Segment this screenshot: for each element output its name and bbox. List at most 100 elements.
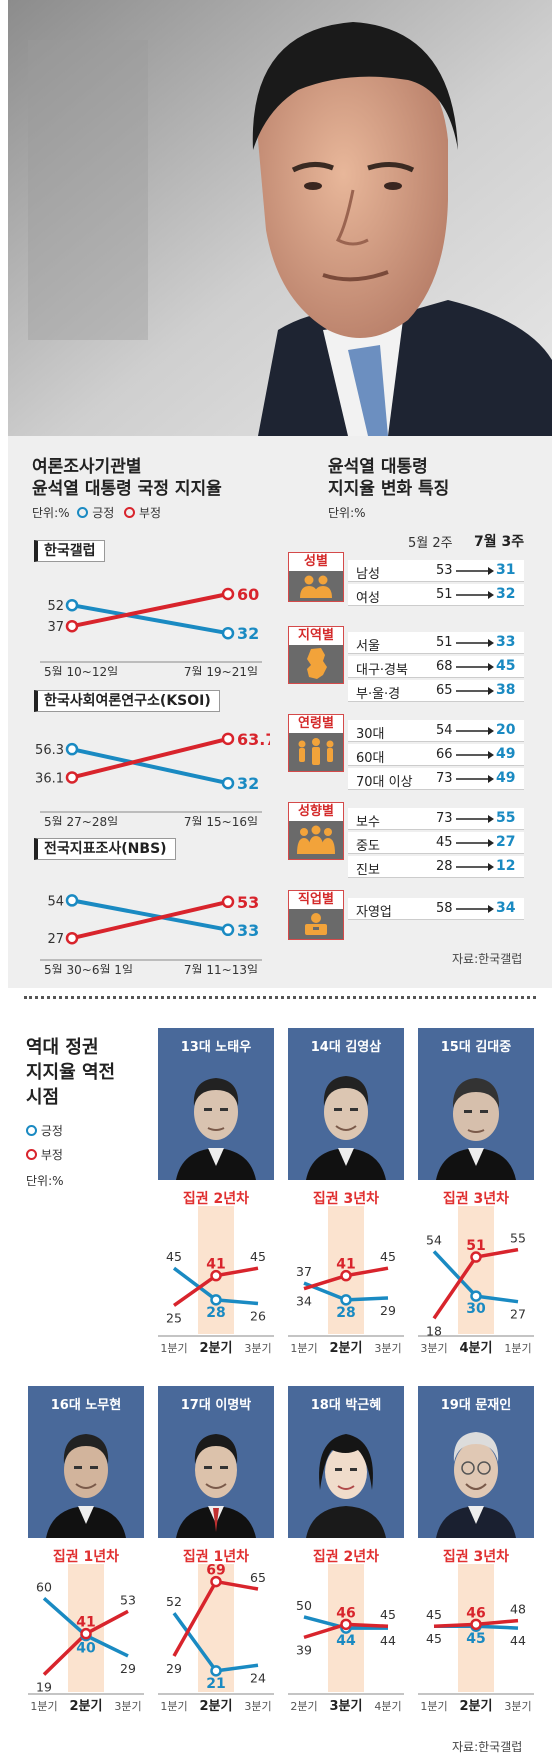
korea-map-icon (289, 645, 343, 683)
positive-value-label: 28 (336, 1305, 355, 1321)
highlight-band (458, 1206, 494, 1334)
x-tick-label: 3분기 (504, 1700, 531, 1713)
negative-series-line (71, 899, 229, 941)
row-label: 서울 (356, 639, 380, 654)
positive-value-label: 27 (510, 1307, 526, 1322)
arrow-icon (456, 687, 494, 695)
portrait-icon (436, 1078, 516, 1180)
year-label-15: 집권 3년차 (442, 1191, 510, 1207)
negative-value-label: 25 (166, 1310, 182, 1325)
negative-point (340, 1269, 352, 1282)
negative-point (340, 1618, 352, 1631)
row-label: 70대 이상 (356, 775, 413, 790)
x-tick-label: 3분기 (330, 1699, 363, 1714)
negative-point (470, 1251, 482, 1263)
row-to: 45 (496, 658, 516, 674)
portrait-17: 17대 이명박 (158, 1386, 274, 1538)
chart-19: 45 45 1분기 45 46 2분기 44 48 3분기 (418, 1564, 534, 1714)
negative-point (221, 895, 235, 909)
arrow-icon (456, 775, 494, 783)
bottom-panel: 역대 정권 지지율 역전 시점 긍정 부정 단위:% 13대 노태우 14대 김… (8, 1006, 552, 1763)
positive-value-label: 54 (426, 1232, 442, 1247)
section3-unit: 단위:% (26, 1174, 64, 1188)
positive-value-label: 60 (36, 1579, 52, 1594)
chart-14: 37 34 1분기 28 41 2분기 29 45 3분기 (288, 1206, 404, 1356)
arrow-icon (456, 639, 494, 647)
negative-value-label: 69 (206, 1564, 225, 1579)
positive-point (65, 894, 79, 907)
positive-value-label: 50 (296, 1598, 312, 1613)
positive-series-line (71, 603, 229, 636)
positive-point (221, 776, 235, 790)
negative-value-label: 45 (380, 1607, 396, 1622)
x-tick-label: 7월 15~16일 (184, 815, 258, 826)
year-label-16: 집권 1년차 (52, 1549, 120, 1565)
positive-legend-label: 긍정 (92, 506, 115, 520)
chart-15: 54 18 3분기 30 51 4분기 27 55 1분기 (418, 1206, 534, 1356)
president-name: 17대 이명박 (180, 1398, 252, 1413)
x-tick-label: 1분기 (160, 1700, 187, 1713)
chart-gallup: 52 32 37 60 5월 10~12일 7월 19~21일 (40, 585, 262, 676)
negative-legend-label: 부정 (138, 506, 162, 520)
portrait-icon (436, 1432, 516, 1538)
row-label: 여성 (356, 591, 380, 606)
row-female: 여성 51 32 (348, 584, 524, 606)
age-group-icon (289, 733, 343, 771)
arrow-icon (456, 591, 494, 599)
negative-legend-icon (26, 1149, 37, 1160)
positive-end-label: 32 (237, 774, 259, 793)
section3-title-line1: 역대 정권 (26, 1037, 99, 1058)
x-tick-label: 2분기 (330, 1341, 363, 1356)
negative-value-label: 41 (336, 1257, 355, 1273)
negative-value-label: 65 (250, 1570, 266, 1585)
negative-value-label: 53 (120, 1592, 136, 1607)
year-label-18: 집권 2년차 (312, 1549, 380, 1565)
negative-point (210, 1269, 222, 1282)
positive-value-label: 52 (166, 1594, 182, 1609)
pollster-label-gallup: 한국갤럽 (34, 540, 105, 562)
negative-value-label: 41 (206, 1257, 225, 1273)
positive-point (340, 1294, 352, 1306)
section1-title-line2: 윤석열 대통령 국정 지지율 (32, 479, 222, 499)
x-tick-label: 2분기 (200, 1341, 233, 1356)
row-70s: 70대 이상 73 49 (348, 768, 524, 790)
president-name: 18대 박근혜 (310, 1398, 382, 1413)
pollster-label-ksoi: 한국사회여론연구소(KSOI) (34, 690, 220, 712)
arrow-icon (456, 905, 494, 913)
row-from: 54 (436, 723, 453, 738)
category-region-label: 지역별 (289, 627, 343, 645)
president-name: 13대 노태우 (180, 1040, 252, 1055)
row-to: 49 (496, 770, 516, 786)
x-tick-label: 3분기 (420, 1342, 447, 1355)
row-to: 33 (496, 634, 516, 650)
row-label: 대구·경북 (356, 663, 408, 678)
positive-value-label: 29 (120, 1661, 136, 1676)
category-occupation: 직업별 (288, 890, 344, 940)
section3-legend-positive: 긍정 (26, 1122, 63, 1139)
positive-value-label: 40 (76, 1641, 96, 1657)
portrait-13: 13대 노태우 (158, 1028, 274, 1180)
portrait-16: 16대 노무현 (28, 1386, 144, 1538)
president-photo (8, 0, 552, 436)
section2-title-line2: 지지율 변화 특징 (328, 479, 450, 499)
chart-ksoi: 56.3 32 36.1 63.7 5월 27~28일 7월 15~16일 (35, 730, 270, 826)
positive-point (210, 1665, 222, 1677)
president-name: 15대 김대중 (440, 1040, 512, 1055)
x-tick-label: 2분기 (200, 1699, 233, 1714)
section-divider (24, 996, 536, 999)
president-name: 14대 김영삼 (310, 1040, 382, 1055)
positive-value-label: 37 (296, 1264, 312, 1279)
negative-value-label: 45 (380, 1249, 396, 1264)
positive-start-label: 52 (47, 599, 64, 614)
positive-legend-icon (26, 1125, 37, 1136)
positive-end-label: 33 (237, 921, 259, 940)
row-30s: 30대 54 20 (348, 720, 524, 742)
negative-start-label: 27 (47, 932, 64, 947)
positive-value-label: 21 (206, 1676, 225, 1692)
positive-point (221, 626, 235, 640)
portrait-icon (176, 1434, 256, 1538)
row-to: 38 (496, 682, 516, 698)
negative-point (65, 931, 79, 945)
negative-point (65, 771, 79, 784)
arrow-icon (456, 663, 494, 671)
